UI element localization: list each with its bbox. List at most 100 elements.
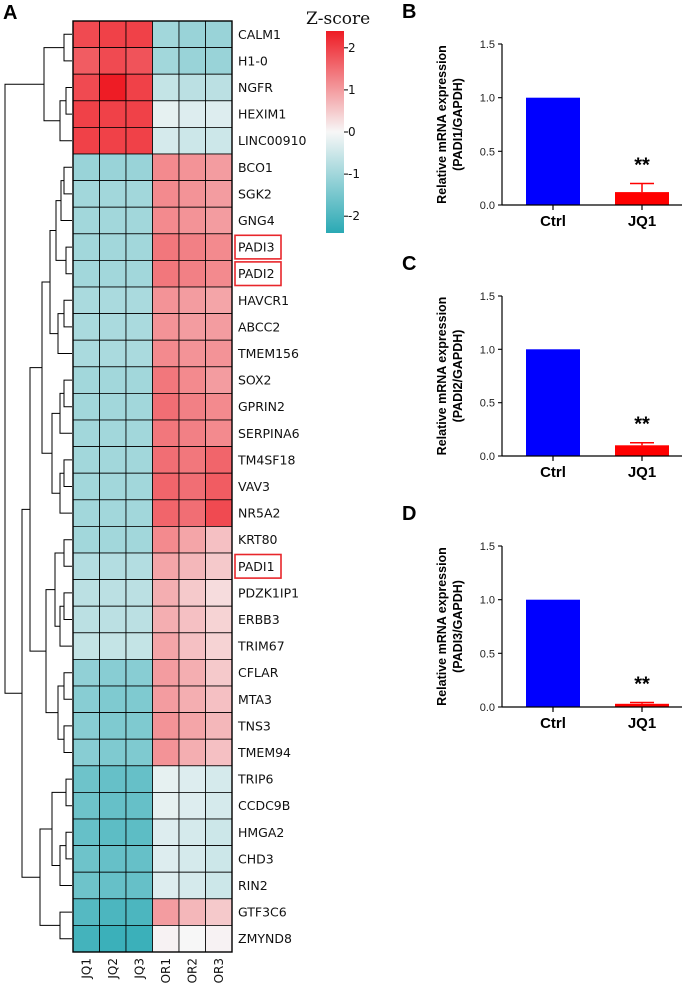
row-label: HAVCR1 <box>238 293 289 308</box>
row-label: RIN2 <box>238 878 268 893</box>
legend-tick-label: -2 <box>348 209 360 223</box>
row-label: LINC00910 <box>238 133 307 148</box>
y-tick-label: 1.0 <box>480 595 495 607</box>
heatmap-cell <box>178 153 206 182</box>
heatmap-cell <box>205 792 233 820</box>
heatmap-cell <box>152 73 180 102</box>
heatmap-cell <box>125 392 153 421</box>
heatmap-cell <box>152 259 180 288</box>
heatmap-cell <box>72 233 100 261</box>
heatmap-border <box>72 20 233 953</box>
x-tick-label: Ctrl <box>540 715 566 732</box>
heatmap-cell <box>205 259 233 288</box>
row-label: SGK2 <box>238 186 272 201</box>
heatmap-cell <box>178 605 206 634</box>
y-axis-label: Relative mRNA expression <box>435 297 449 456</box>
dendrogram-branch <box>65 87 72 115</box>
heatmap-cell <box>72 818 100 847</box>
panel-label: B <box>402 1 416 23</box>
row-label: PADI3 <box>238 240 275 255</box>
heatmap-cell <box>152 526 180 554</box>
dendrogram-branch <box>51 791 66 866</box>
heatmap-cell <box>72 499 100 527</box>
heatmap-cell <box>178 871 206 900</box>
heatmap-cell <box>72 419 100 448</box>
y-tick-label: 1.5 <box>480 541 495 553</box>
heatmap-cell <box>178 206 206 235</box>
heatmap-cell <box>178 419 206 448</box>
heatmap-cell <box>125 818 153 847</box>
row-label: PADI1 <box>238 559 275 574</box>
heatmap-cell <box>178 73 206 102</box>
bar <box>526 599 580 707</box>
heatmap-cell <box>178 552 206 581</box>
dendrogram-branch <box>59 911 72 940</box>
dendrogram-branch <box>45 589 58 714</box>
heatmap-cell <box>99 127 127 155</box>
y-axis-label: Relative mRNA expression <box>435 547 449 706</box>
row-label: TMEM94 <box>237 745 291 760</box>
heatmap-cell <box>99 712 127 740</box>
y-tick-label: 1.0 <box>480 344 495 356</box>
heatmap-cell <box>99 925 127 953</box>
heatmap-cell <box>205 499 233 527</box>
legend-tick-label: -1 <box>348 167 360 181</box>
heatmap-cell <box>99 845 127 873</box>
heatmap-cell <box>205 233 233 261</box>
dendrogram-branch <box>63 592 72 620</box>
heatmap-cell <box>125 47 153 75</box>
heatmap-cell <box>152 605 180 634</box>
heatmap-cell <box>99 898 127 926</box>
y-axis-label: Relative mRNA expression <box>435 45 449 204</box>
heatmap-cell <box>152 180 180 208</box>
heatmap-cell <box>72 73 100 102</box>
column-label: OR2 <box>185 958 199 983</box>
heatmap-cell <box>152 871 180 900</box>
x-tick-label: Ctrl <box>540 213 566 230</box>
heatmap-cell <box>152 419 180 448</box>
heatmap-cell <box>152 472 180 501</box>
heatmap-cell <box>99 605 127 634</box>
legend-ticks: 2 1 0 -1 -2 <box>344 41 360 223</box>
significance-label: ** <box>634 674 650 696</box>
heatmap-cell <box>72 472 100 501</box>
heatmap-cell <box>125 233 153 261</box>
panel-label-a: A <box>3 2 17 24</box>
dendrogram-branch <box>63 672 72 700</box>
heatmap-cell <box>178 499 206 527</box>
legend-tick-label: 1 <box>348 83 356 97</box>
row-label: SOX2 <box>238 373 272 388</box>
dendrogram-branch <box>65 831 72 860</box>
dendrogram-branch <box>63 459 72 487</box>
heatmap-cells <box>72 20 233 953</box>
y-tick-label: 0.0 <box>480 451 495 463</box>
heatmap-cell <box>152 339 180 368</box>
heatmap-cell <box>205 765 233 793</box>
heatmap-cell <box>99 632 127 660</box>
heatmap-cell <box>99 419 127 448</box>
row-label: HMGA2 <box>238 825 284 840</box>
heatmap-cell <box>178 233 206 261</box>
dendrogram-branch <box>4 83 44 694</box>
row-label: TM4SF18 <box>237 452 295 467</box>
heatmap-cell <box>178 685 206 714</box>
row-label: GTF3C6 <box>238 905 287 920</box>
heatmap-cell <box>178 526 206 554</box>
heatmap-cell <box>72 366 100 394</box>
heatmap-cell <box>178 180 206 208</box>
heatmap-cell <box>99 472 127 501</box>
y-tick-label: 0.5 <box>480 648 495 660</box>
heatmap-cell <box>99 738 127 767</box>
bar <box>526 349 580 456</box>
heatmap-cell <box>152 446 180 474</box>
heatmap-cell <box>72 659 100 687</box>
heatmap-cell <box>152 712 180 740</box>
heatmap-cell <box>205 925 233 953</box>
heatmap-cell <box>99 233 127 261</box>
heatmap-cell <box>72 47 100 75</box>
heatmap-cell <box>125 579 153 607</box>
heatmap-cell <box>125 499 153 527</box>
heatmap-cell <box>205 20 233 49</box>
heatmap-cell <box>72 180 100 208</box>
